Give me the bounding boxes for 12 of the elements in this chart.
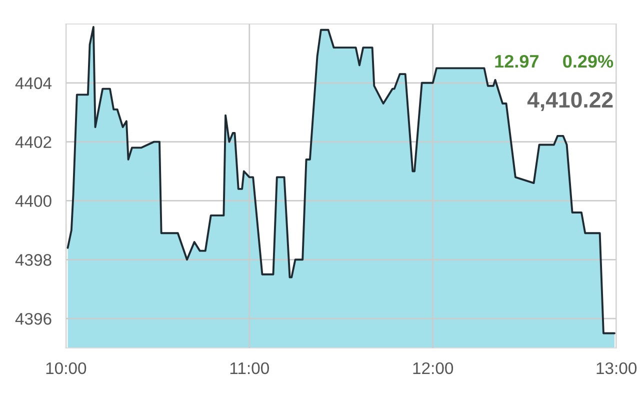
x-tick-label: 11:00 [230,362,269,374]
annotation: 12.97 [495,54,538,68]
y-tick-label: 4400 [15,195,52,207]
annotation: 0.29% [563,54,614,68]
x-tick-label: 12:00 [413,362,454,374]
y-tick-label: 4402 [15,136,52,148]
x-tick-label: 10:00 [46,362,86,374]
y-tick-label: 4398 [15,254,52,266]
x-tick-label: 13:00 [596,362,637,374]
y-tick-label: 4396 [15,312,52,325]
y-tick-label: 4404 [15,77,52,90]
annotation: 4,410.22 [527,92,613,111]
